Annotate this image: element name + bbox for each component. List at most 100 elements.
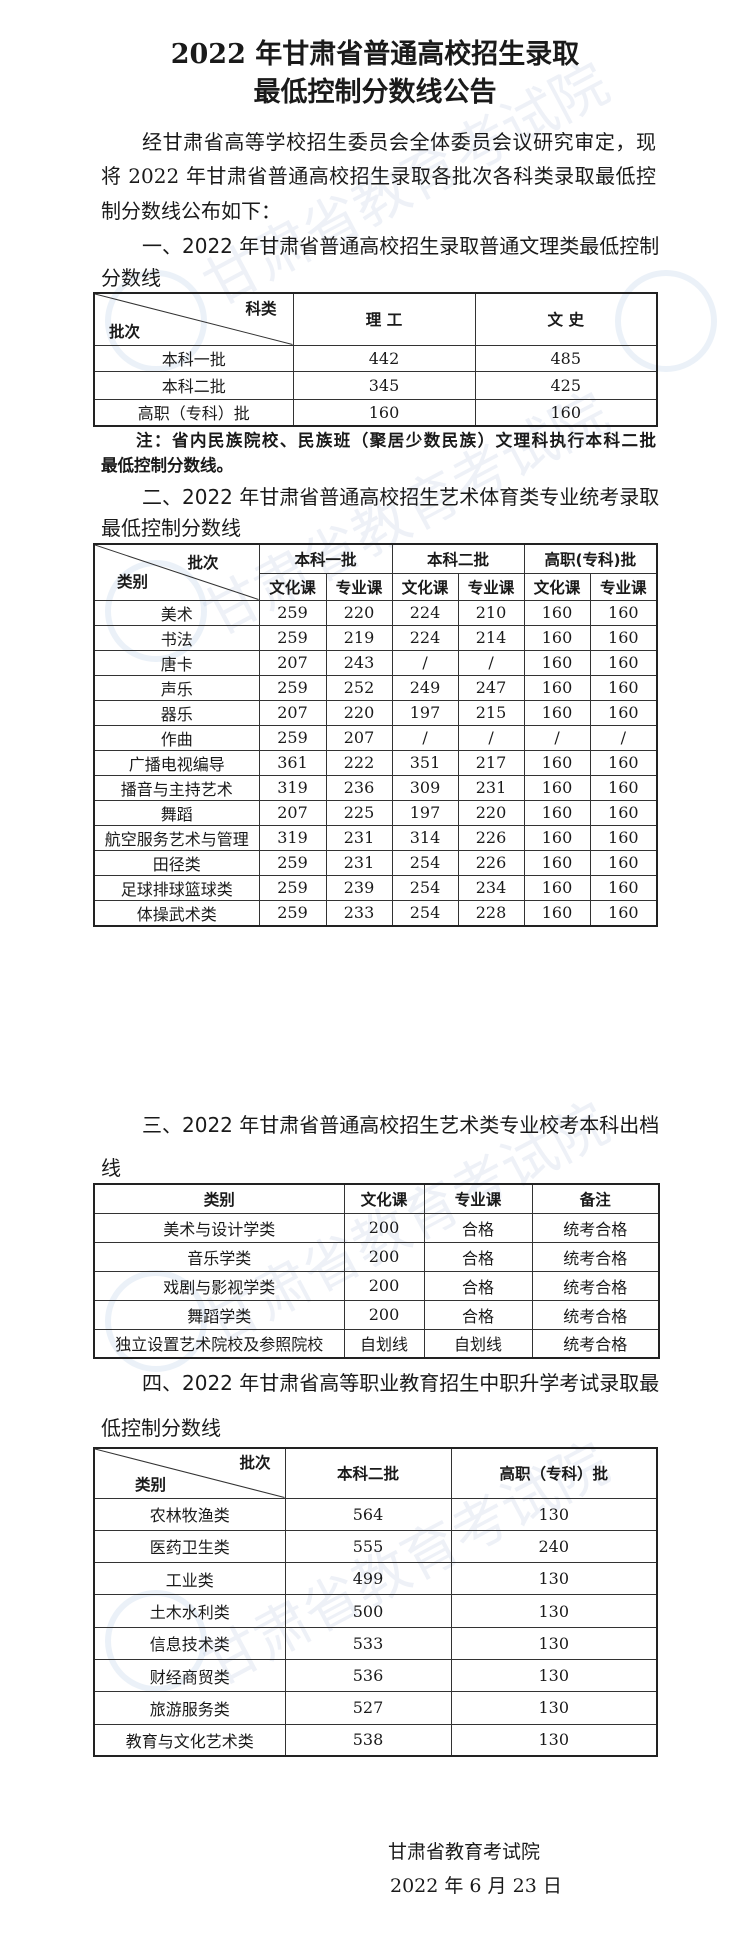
row-label: 体操武术类 [93,899,260,926]
cell-value: 224 [391,599,459,626]
group-header: 本科一批 [258,543,393,574]
row-label: 舞蹈学类 [93,1299,345,1330]
row-label: 土木水利类 [93,1594,286,1628]
table-row: 信息技术类 533 130 [93,1626,658,1660]
cell-value: 527 [284,1691,452,1725]
cell-value: 160 [523,799,591,826]
cell-value: 合格 [423,1212,533,1243]
cell-value: 222 [325,749,393,776]
row-label: 教育与文化艺术类 [93,1723,286,1757]
group-header: 本科二批 [391,543,525,574]
cell-value: 160 [523,749,591,776]
subcolumn-header: 文化课 [391,572,459,601]
cell-value: 统考合格 [531,1299,660,1330]
cell-value: 361 [258,749,327,776]
table-row: 农林牧渔类 564 130 [93,1497,658,1531]
cell-value: 236 [325,774,393,801]
cell-value: / [589,724,658,751]
cell-value: 319 [258,774,327,801]
cell-value: 197 [391,799,459,826]
cell-value: 160 [589,599,658,626]
cell-value: 200 [343,1270,425,1301]
cell-value: 130 [450,1691,658,1725]
cell-value: 231 [457,774,525,801]
cell-value: 314 [391,824,459,851]
cell-value: 130 [450,1594,658,1628]
section4-heading: 四、2022 年甘肃省高等职业教育招生中职升学考试录取最 [142,1371,660,1395]
cell-value: 160 [523,649,591,676]
section1-note: 注：省内民族院校、民族班（聚居少数民族）文理科执行本科二批 [136,431,656,450]
subcolumn-header: 专业课 [325,572,393,601]
section2-heading-cont: 最低控制分数线 [101,516,241,540]
table-row: 戏剧与影视学类 200 合格 统考合格 [93,1270,660,1301]
cell-value: 231 [325,849,393,876]
group-header: 高职(专科)批 [523,543,658,574]
cell-value: / [457,649,525,676]
cell-value: 130 [450,1723,658,1757]
cell-value: 130 [450,1562,658,1596]
cell-value: 240 [450,1529,658,1564]
row-label: 唐卡 [93,649,260,676]
cell-value: 160 [523,624,591,651]
cell-value: 254 [391,874,459,901]
intro-line: 将 2022 年甘肃省普通高校招生录取各批次各科类录取最低控 [101,164,656,188]
table-row: 播音与主持艺术 319 236 309 231 160 160 [93,774,658,801]
signature-date: 2022 年 6 月 23 日 [390,1875,562,1897]
cell-value: 233 [325,899,393,926]
row-label: 作曲 [93,724,260,751]
cell-value: / [523,724,591,751]
signature-org: 甘肃省教育考试院 [388,1841,541,1863]
cell-value: 226 [457,824,525,851]
cell-value: 249 [391,674,459,701]
cell-value: 217 [457,749,525,776]
table-row: 音乐学类 200 合格 统考合格 [93,1241,660,1272]
cell-value: 合格 [423,1270,533,1301]
table-row: 作曲 259 207// / / [93,724,658,751]
cell-value: 309 [391,774,459,801]
cell-value: 500 [284,1594,452,1628]
table-section2: 批次 类别 本科一批 本科二批 高职(专科)批 文化课 专业课 文化课 专业课 … [93,543,659,927]
table-row: 美术 259 220 224 210 160 160 [93,599,658,626]
cell-value: 197 [391,699,459,726]
cell-value: 160 [523,849,591,876]
corner-header: 科类 批次 [93,292,294,346]
cell-value: 160 [589,749,658,776]
cell-value: 351 [391,749,459,776]
cell-value: 合格 [423,1299,533,1330]
table-row: 财经商贸类 536 130 [93,1658,658,1693]
cell-value: 259 [258,899,327,926]
cell-value: 239 [325,874,393,901]
row-label: 播音与主持艺术 [93,774,260,801]
cell-value: 统考合格 [531,1212,660,1243]
corner-header: 批次 类别 [93,543,260,601]
cell-value: 210 [457,599,525,626]
table-row: 本科一批 442 485 [93,344,658,372]
cell-value: 统考合格 [531,1328,660,1359]
cell-value: 225 [325,799,393,826]
subcolumn-header: 文化课 [523,572,591,601]
cell-value: 160 [523,674,591,701]
table-row: 舞蹈学类 200 合格 统考合格 [93,1299,660,1330]
row-label: 广播电视编导 [93,749,260,776]
cell-value: 130 [450,1658,658,1693]
table-row: 器乐 207 220 197 215 160 160 [93,699,658,726]
cell-value: 219 [325,624,393,651]
table-row: 旅游服务类 527 130 [93,1691,658,1725]
table-row: 高职（专科）批 160 160 [93,398,658,427]
table-row: 土木水利类 500 130 [93,1594,658,1628]
cell-value: 自划线 [343,1328,425,1359]
cell-value: 220 [325,699,393,726]
section1-heading: 一、2022 年甘肃省普通高校招生录取普通文理类最低控制 [142,234,660,258]
cell-value: 200 [343,1241,425,1272]
cell-value: 220 [457,799,525,826]
intro-line: 经甘肃省高等学校招生委员会全体委员会议研究审定，现 [142,130,656,154]
row-label: 舞蹈 [93,799,260,826]
cell-value: 207 [258,799,327,826]
cell-value: 243 [325,649,393,676]
subcolumn-header: 文化课 [258,572,327,601]
cell-value: 130 [450,1497,658,1531]
cell-value: 160 [589,674,658,701]
row-label: 医药卫生类 [93,1529,286,1564]
row-label: 工业类 [93,1562,286,1596]
cell-value: 合格 [423,1241,533,1272]
